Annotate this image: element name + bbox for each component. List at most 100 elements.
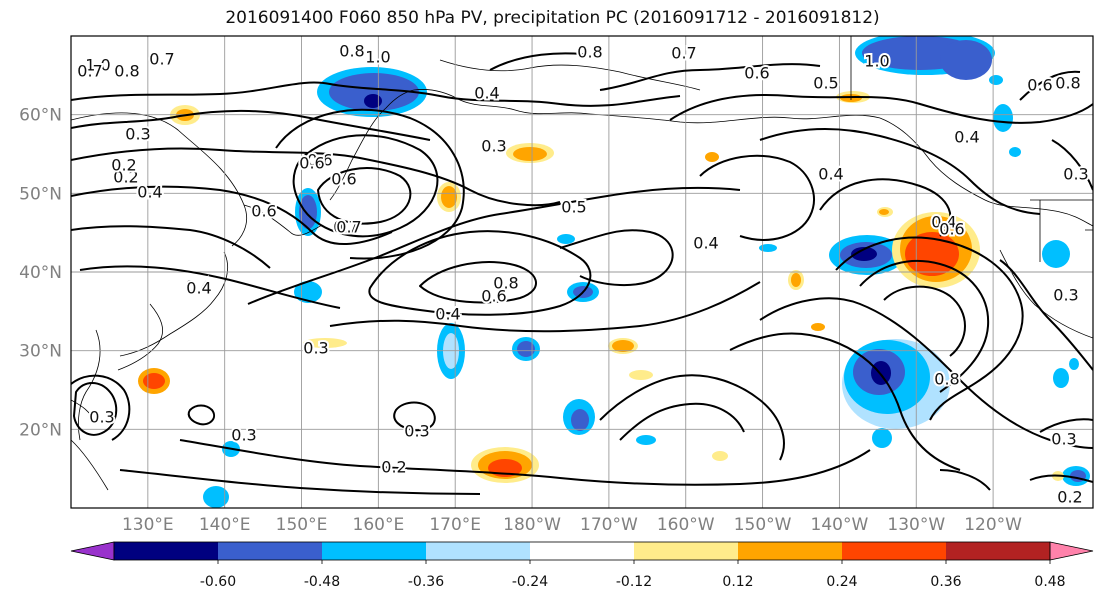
longitude-tick-label: 150°W <box>734 515 792 535</box>
contour-label: 0.3 <box>303 339 328 358</box>
contour-label: 0.4 <box>693 234 718 253</box>
pv-contour-line <box>599 374 785 461</box>
precip-patch <box>993 104 1013 132</box>
contour-label: 0.6 <box>299 154 324 173</box>
coastline-segment <box>117 303 163 371</box>
precip-patch <box>612 340 634 352</box>
map-title: 2016091400 F060 850 hPa PV, precipitatio… <box>225 8 880 28</box>
contour-label: 0.8 <box>114 62 139 81</box>
contour-label: 0.4 <box>137 183 162 202</box>
precip-patch <box>143 373 165 389</box>
precip-patch <box>791 273 801 287</box>
pv-contour-line <box>729 332 961 471</box>
precip-patch <box>871 361 891 385</box>
pv-contour-line <box>883 285 966 357</box>
pv-contour-line <box>317 167 412 225</box>
map-plot-area: 0.80.7 0.8 1.01.00.7 0.60.5 0.61.00.8 0.70.40… <box>70 35 1094 509</box>
pv-contour-line <box>73 382 118 436</box>
precip-patch <box>636 435 656 445</box>
contour-label: 0.3 <box>1051 430 1076 449</box>
contour-label: 0.5 <box>813 74 838 93</box>
pv-contour-line <box>859 260 990 393</box>
contour-label: 0.3 <box>231 426 256 445</box>
colorbar-frame <box>113 541 1051 561</box>
coastline-segment <box>329 89 415 201</box>
precip-patch <box>364 94 382 108</box>
colorbar-tick-label: 0.48 <box>1034 574 1065 590</box>
precip-patch <box>712 451 728 461</box>
pv-contour-line <box>559 229 674 286</box>
contour-label: 0.3 <box>1063 165 1088 184</box>
colorbar-swatch <box>842 542 946 560</box>
colorbar-tick-label: -0.60 <box>200 574 236 590</box>
political-border <box>850 36 1093 262</box>
precip-patch <box>811 323 825 331</box>
precip-patch <box>203 486 229 508</box>
colorbar: -0.60 -0.48 -0.36 -0.24 -0.12 0.12 0.24 0.36 0.4… <box>70 541 1094 590</box>
contour-label: 0.7 <box>336 218 361 237</box>
coastline-segment <box>119 251 228 357</box>
precip-patch <box>851 247 877 261</box>
contour-label: 0.2 <box>381 458 406 477</box>
contour-label: 0.3 <box>404 422 429 441</box>
precip-patch <box>294 281 322 303</box>
pv-contour-line <box>119 469 481 495</box>
longitude-tick-label: 170°E <box>429 515 481 535</box>
pv-contour-line <box>1029 474 1093 483</box>
pv-contour-line <box>759 297 1093 449</box>
colorbar-swatch <box>426 542 530 560</box>
pv-contour-line <box>292 134 439 238</box>
latitude-tick-label: 60°N <box>19 106 62 126</box>
precip-patch <box>872 428 892 448</box>
colorbar-swatch <box>218 542 322 560</box>
pv-contour-line <box>699 154 815 241</box>
contour-label: 0.8 <box>339 42 364 61</box>
contour-label: 0.6 <box>744 64 769 83</box>
pv-contour-line <box>71 374 131 441</box>
latitude-tick-label: 50°N <box>19 184 62 204</box>
contour-label: 0.8 <box>1055 74 1080 93</box>
precip-patch <box>1009 147 1021 157</box>
pv-contour-line <box>835 236 1024 421</box>
longitude-tick-label: 120°W <box>964 515 1022 535</box>
contour-label: 0.2 <box>111 156 136 175</box>
contour-label: 0.8 <box>577 43 602 62</box>
coastline-segment <box>78 329 101 441</box>
contour-label: 0.6 <box>331 170 356 189</box>
coastline-segment <box>879 117 1093 227</box>
pv-contour-line <box>619 402 745 441</box>
colorbar-swatch <box>322 542 426 560</box>
contour-label: 0.2 <box>113 168 138 187</box>
longitude-tick-label: 150°E <box>276 515 328 535</box>
colorbar-tick-label: 0.24 <box>826 574 857 590</box>
contour-label: 0.6 <box>251 202 276 221</box>
pv-contour-line <box>247 186 741 305</box>
pv-contour-line <box>599 63 821 91</box>
colorbar-extend-high <box>1049 541 1094 561</box>
pv-contour-line <box>275 108 465 260</box>
coastline-segment <box>71 112 248 247</box>
colorbar-swatch <box>634 542 738 560</box>
precip-patch <box>879 209 889 215</box>
precip-patch <box>557 234 575 244</box>
coastline-segment <box>439 59 701 91</box>
colorbar-tick-label: 0.36 <box>930 574 961 590</box>
contour-label: 0.7 <box>671 44 696 63</box>
longitude-ticks: 130°E 140°E 150°E 160°E 170°E 180°W 170°W 160°W… <box>122 515 1022 535</box>
contour-label: 0.6 <box>1027 76 1052 95</box>
colorbar-tick-label: -0.12 <box>616 574 652 590</box>
coastline-segment <box>71 439 109 491</box>
pv-contour-labels: 0.80.7 0.8 1.01.00.7 0.60.5 0.61.00.8 0.70.40… <box>75 40 1090 509</box>
contour-label: 0.7 <box>149 50 174 69</box>
colorbar-swatch <box>946 542 1050 560</box>
pv-contour-line <box>1039 418 1093 433</box>
colorbar-swatch <box>114 542 218 560</box>
precip-patch <box>759 244 777 252</box>
contour-label: 0.7 <box>77 62 102 81</box>
pv-contour-line <box>71 109 431 141</box>
latitude-tick-label: 40°N <box>19 263 62 283</box>
precip-patch <box>441 186 457 208</box>
contour-label: 0.2 <box>1057 488 1082 507</box>
contour-label: 0.4 <box>954 128 979 147</box>
